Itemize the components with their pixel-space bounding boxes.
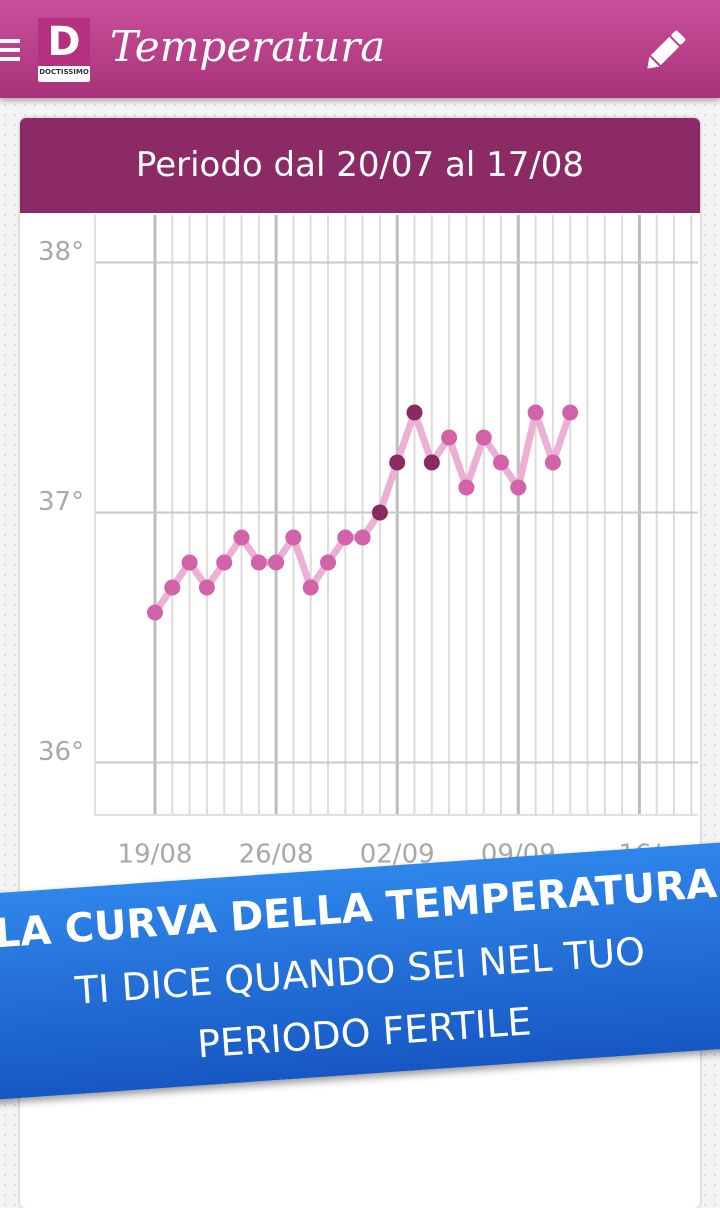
y-tick-label: 36°: [38, 737, 84, 767]
edit-icon[interactable]: [640, 26, 690, 76]
temperature-point: [458, 479, 475, 496]
temperature-point: [371, 504, 388, 521]
temperature-point: [510, 479, 527, 496]
y-tick-label: 37°: [38, 487, 84, 517]
y-tick-label: 38°: [38, 237, 84, 267]
logo-caption: DOCTISSIMO: [39, 68, 89, 76]
temperature-point: [216, 554, 233, 571]
temperature-point: [285, 529, 302, 546]
x-tick-label: 19/08: [118, 840, 193, 870]
temperature-point: [493, 454, 509, 471]
temperature-point: [198, 579, 215, 596]
temperature-point: [147, 604, 163, 621]
temperature-point: [527, 404, 544, 421]
temperature-point: [423, 454, 440, 471]
temperature-point: [164, 579, 181, 596]
temperature-point: [354, 529, 371, 546]
temperature-point: [562, 404, 579, 421]
card-title: Periodo dal 20/07 al 17/08: [20, 118, 700, 213]
temperature-point: [181, 554, 198, 571]
temperature-point: [389, 454, 406, 471]
logo-letter: D: [38, 18, 90, 66]
temperature-point: [268, 554, 285, 571]
temperature-point: [544, 454, 561, 471]
temperature-point: [475, 429, 492, 446]
x-tick-label: 26/08: [239, 840, 314, 870]
app-bar: D DOCTISSIMO Temperatura: [0, 0, 720, 98]
temperature-point: [250, 554, 267, 571]
screen-title: Temperatura: [110, 22, 386, 71]
temperature-point: [233, 529, 250, 546]
menu-icon[interactable]: [0, 37, 24, 63]
temperature-point: [337, 529, 354, 546]
temperature-point: [320, 554, 336, 571]
temperature-point: [302, 579, 319, 596]
logo[interactable]: D DOCTISSIMO: [38, 18, 90, 82]
temperature-point: [406, 404, 423, 421]
temperature-point: [441, 429, 458, 446]
